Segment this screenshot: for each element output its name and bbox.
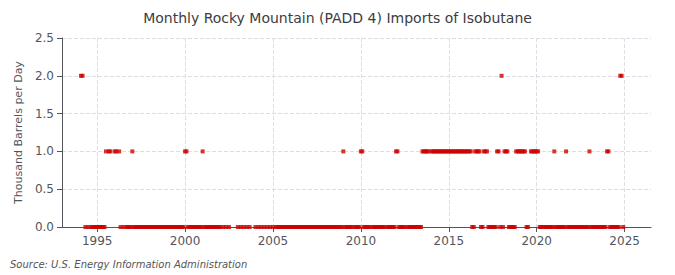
svg-text:2025: 2025 bbox=[609, 234, 640, 248]
svg-text:1995: 1995 bbox=[82, 234, 113, 248]
svg-text:2010: 2010 bbox=[346, 234, 377, 248]
svg-text:1.5: 1.5 bbox=[35, 107, 54, 121]
svg-text:2.0: 2.0 bbox=[35, 69, 54, 83]
svg-text:2.5: 2.5 bbox=[35, 31, 54, 45]
svg-text:Thousand Barrels per Day: Thousand Barrels per Day bbox=[12, 61, 25, 205]
svg-text:1.0: 1.0 bbox=[35, 144, 54, 158]
svg-text:0.0: 0.0 bbox=[35, 220, 54, 234]
svg-text:2000: 2000 bbox=[170, 234, 201, 248]
svg-text:0.5: 0.5 bbox=[35, 182, 54, 196]
svg-text:2020: 2020 bbox=[521, 234, 552, 248]
svg-text:2015: 2015 bbox=[434, 234, 465, 248]
svg-text:2005: 2005 bbox=[258, 234, 289, 248]
svg-text:Source: U.S. Energy Informatio: Source: U.S. Energy Information Administ… bbox=[10, 259, 247, 270]
svg-text:Monthly Rocky Mountain (PADD 4: Monthly Rocky Mountain (PADD 4) Imports … bbox=[143, 10, 532, 26]
